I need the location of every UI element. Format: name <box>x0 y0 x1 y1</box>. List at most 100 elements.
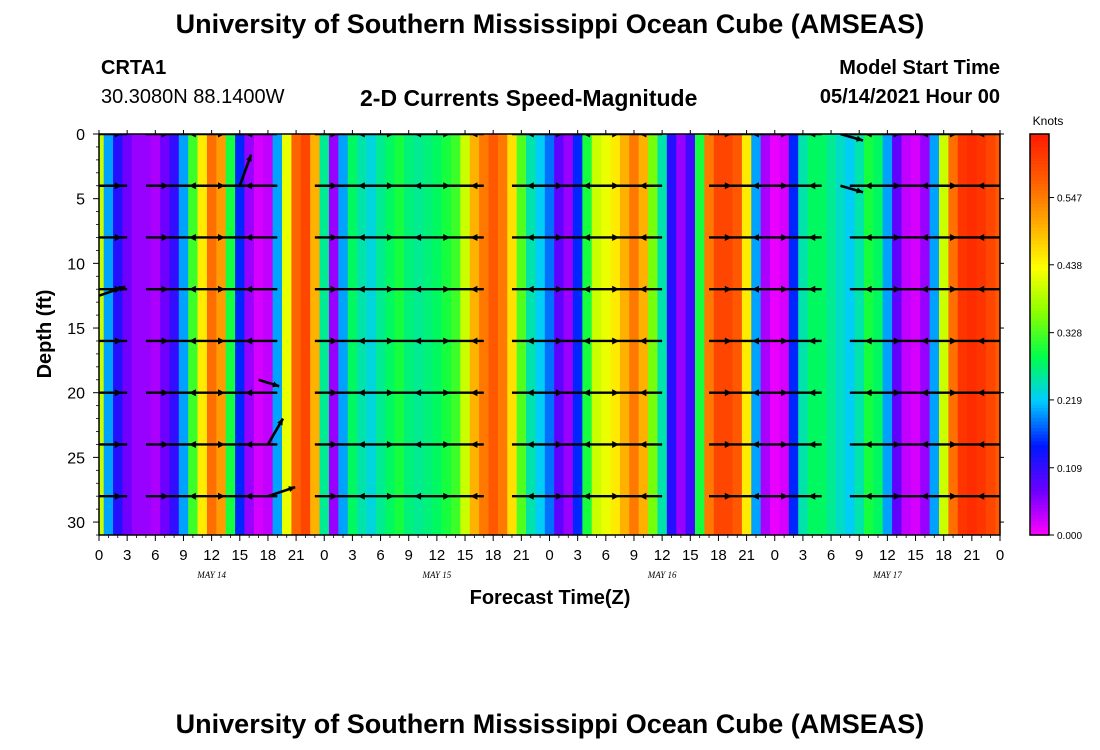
x-tick-label: 15 <box>457 547 474 564</box>
heatmap-column <box>347 134 358 535</box>
heatmap-column <box>826 134 837 535</box>
vector-arrowhead <box>526 389 534 397</box>
colorbar-band <box>1030 240 1049 245</box>
colorbar-band <box>1030 341 1049 346</box>
day-label: MAY 14 <box>196 570 226 580</box>
vector-arrowhead <box>950 182 958 190</box>
vector-arrowhead <box>781 134 789 138</box>
vector-arrowhead <box>977 233 985 241</box>
x-tick-label: 15 <box>231 547 248 564</box>
vector-arrow-head <box>272 381 280 388</box>
vector-arrowhead <box>808 233 816 241</box>
heatmap-column <box>770 134 781 535</box>
heatmap-column <box>488 134 499 535</box>
heatmap-column <box>385 134 396 535</box>
vector-arrowhead <box>161 233 169 241</box>
vector-arrowhead <box>470 233 478 241</box>
colorbar-band <box>1030 448 1049 453</box>
station-coordinates: 30.3080N 88.1400W <box>101 86 285 108</box>
x-tick-label: 21 <box>288 547 305 564</box>
heatmap-column <box>554 134 565 535</box>
heatmap-column <box>516 134 527 535</box>
colorbar-band <box>1030 264 1049 269</box>
vector-arrowhead <box>583 440 591 448</box>
colorbar-band <box>1030 474 1049 479</box>
heatmap-column <box>404 134 415 535</box>
vector-arrowhead <box>612 389 620 397</box>
vector-arrowhead <box>161 182 169 190</box>
heatmap-column <box>920 134 931 535</box>
vector-arrowhead <box>583 389 591 397</box>
colorbar-band <box>1030 307 1049 312</box>
vector-arrowhead <box>612 233 620 241</box>
colorbar-tick-label: 0.109 <box>1057 464 1082 475</box>
colorbar-band <box>1030 478 1049 483</box>
heatmap-column <box>272 134 283 535</box>
colorbar-band <box>1030 271 1049 275</box>
colorbar-band <box>1030 287 1049 292</box>
colorbar-band <box>1030 244 1049 249</box>
colorbar-band <box>1030 267 1049 272</box>
colorbar-band <box>1030 284 1049 289</box>
vector-arrowhead <box>218 182 226 190</box>
colorbar-band <box>1030 184 1049 189</box>
colorbar-band <box>1030 187 1049 192</box>
heatmap-column <box>122 134 133 535</box>
colorbar-band <box>1030 281 1049 285</box>
heatmap-column <box>188 134 199 535</box>
vector-arrowhead <box>808 337 816 345</box>
y-tick-label: 0 <box>76 127 85 144</box>
vector-arrowhead <box>357 492 365 500</box>
heatmap-column <box>479 134 490 535</box>
colorbar-band <box>1030 140 1049 145</box>
vector-arrowhead <box>526 182 534 190</box>
heatmap-column <box>235 134 246 535</box>
colorbar-band <box>1030 414 1049 419</box>
heatmap-column <box>394 134 405 535</box>
chart-subtitle: 2-D Currents Speed-Magnitude <box>360 85 698 111</box>
vector-arrowhead <box>864 492 872 500</box>
colorbar-tick-label: 0.328 <box>1057 329 1082 340</box>
heatmap-column <box>685 134 696 535</box>
vector-arrowhead <box>114 337 122 345</box>
vector-arrowhead <box>443 182 451 190</box>
vector-arrowhead <box>950 134 958 138</box>
colorbar-band <box>1030 441 1049 446</box>
vector-arrowhead <box>386 134 394 138</box>
heatmap-column <box>751 134 762 535</box>
colorbar-band <box>1030 200 1049 205</box>
vector-arrowhead <box>612 134 620 138</box>
x-tick-label: 18 <box>260 547 277 564</box>
vector-arrowhead <box>188 337 196 345</box>
heatmap-column <box>150 134 161 535</box>
vector-arrowhead <box>920 440 928 448</box>
x-tick-label: 6 <box>827 547 835 564</box>
x-tick-label: 0 <box>95 547 103 564</box>
colorbar-band <box>1030 411 1049 416</box>
heatmap-column <box>99 134 105 535</box>
vector-arrowhead <box>724 492 732 500</box>
vector-arrowhead <box>161 440 169 448</box>
heatmap-column <box>835 134 846 535</box>
vector-arrowhead <box>526 337 534 345</box>
vector-arrowhead <box>245 337 253 345</box>
x-tick-label: 0 <box>996 547 1004 564</box>
heatmap-column <box>328 134 339 535</box>
heatmap-column <box>601 134 612 535</box>
x-tick-label: 21 <box>513 547 530 564</box>
colorbar-band <box>1030 384 1049 389</box>
heatmap-column <box>591 134 602 535</box>
colorbar-tick-label: 0.438 <box>1057 261 1082 272</box>
colorbar-band <box>1030 421 1049 426</box>
colorbar-band <box>1030 347 1049 352</box>
heatmap-column <box>263 134 274 535</box>
colorbar-band <box>1030 147 1049 152</box>
x-tick-label: 21 <box>738 547 755 564</box>
heatmap-column <box>357 134 368 535</box>
heatmap-column <box>497 134 508 535</box>
colorbar-band <box>1030 311 1049 316</box>
colorbar-band <box>1030 404 1049 409</box>
vector-arrowhead <box>724 285 732 293</box>
vector-arrowhead <box>864 182 872 190</box>
colorbar-band <box>1030 468 1049 473</box>
